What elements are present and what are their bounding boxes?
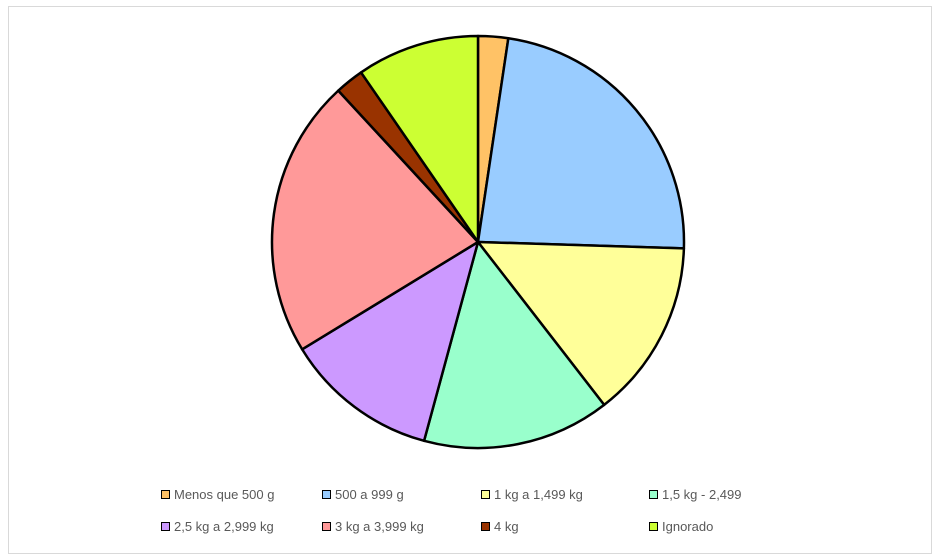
legend-item: Ignorado [649,519,713,534]
legend-label: 4 kg [494,519,519,534]
legend-item: 3 kg a 3,999 kg [322,519,424,534]
legend-item: Menos que 500 g [161,487,274,502]
legend-item: 2,5 kg a 2,999 kg [161,519,274,534]
legend-swatch [481,522,490,531]
legend-label: 1,5 kg - 2,499 [662,487,742,502]
legend-label: 1 kg a 1,499 kg [494,487,583,502]
legend-item: 4 kg [481,519,519,534]
legend-item: 1,5 kg - 2,499 [649,487,742,502]
legend-swatch [481,490,490,499]
legend-swatch [649,522,658,531]
legend-item: 1 kg a 1,499 kg [481,487,583,502]
chart-frame: Menos que 500 g 500 a 999 g 1 kg a 1,499 k… [8,6,932,554]
pie-chart [270,34,686,450]
pie-slice-8 [359,34,480,244]
legend-swatch [322,490,331,499]
pie-slice-3 [476,240,686,407]
pie-slice-2 [476,37,686,250]
legend-label: Menos que 500 g [174,487,275,502]
pie-slice-4 [422,240,606,450]
pie-slice-6 [270,89,480,351]
pie-slice-5 [300,240,480,443]
legend-swatch [649,490,658,499]
legend-label: 3 kg a 3,999 kg [335,519,424,534]
legend-item: 500 a 999 g [322,487,404,502]
legend-label: Ignorado [662,519,714,534]
legend-swatch [322,522,331,531]
legend-swatch [161,490,170,499]
legend-swatch [161,522,170,531]
legend-label: 2,5 kg a 2,999 kg [174,519,274,534]
legend-label: 500 a 999 g [335,487,404,502]
